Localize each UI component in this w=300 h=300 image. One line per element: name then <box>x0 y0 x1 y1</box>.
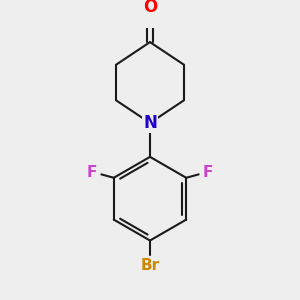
Text: N: N <box>143 114 157 132</box>
Text: F: F <box>202 165 213 180</box>
Text: Br: Br <box>140 259 160 274</box>
Text: O: O <box>143 0 157 16</box>
Text: F: F <box>87 165 98 180</box>
